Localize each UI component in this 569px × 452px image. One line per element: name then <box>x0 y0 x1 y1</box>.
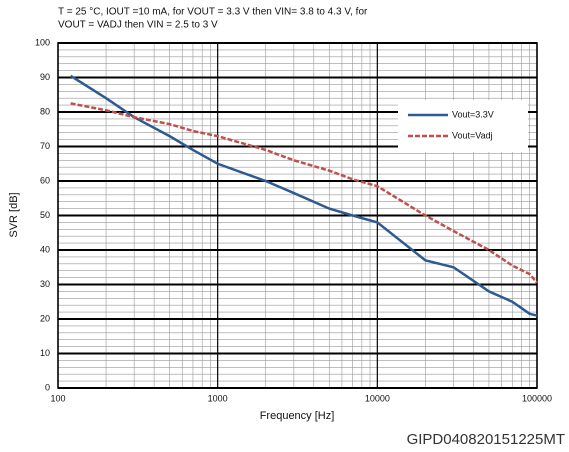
chart-title: VOUT = VADJ then VIN = 2.5 to 3 V <box>58 20 218 31</box>
x-tick-label: 1000 <box>208 393 228 403</box>
y-tick-label: 70 <box>40 141 50 151</box>
legend-box <box>398 100 528 152</box>
x-tick-label: 100 <box>50 393 65 403</box>
y-tick-label: 10 <box>40 348 50 358</box>
x-tick-label: 100000 <box>522 393 552 403</box>
y-tick-label: 20 <box>40 313 50 323</box>
legend-label: Vout=Vadj <box>452 130 493 140</box>
chart-title: T = 25 °C, IOUT =10 mA, for VOUT = 3.3 V… <box>58 7 368 18</box>
y-tick-label: 40 <box>40 244 50 254</box>
plot-border <box>57 42 538 389</box>
y-tick-label: 60 <box>40 175 50 185</box>
figure-code: GIPD040820151225MT <box>407 431 565 448</box>
y-tick-label: 30 <box>40 279 50 289</box>
series-line <box>70 102 538 284</box>
series-line <box>69 74 538 317</box>
x-tick-label: 10000 <box>365 393 390 403</box>
y-tick-label: 50 <box>40 210 50 220</box>
y-tick-label: 80 <box>40 106 50 116</box>
x-axis-label: Frequency [Hz] <box>260 410 335 422</box>
y-tick-label: 100 <box>35 37 50 47</box>
y-axis-label: SVR [dB] <box>8 192 20 237</box>
y-tick-label: 90 <box>40 72 50 82</box>
legend-label: Vout=3.3V <box>452 109 494 119</box>
y-tick-label: 0 <box>45 382 50 392</box>
